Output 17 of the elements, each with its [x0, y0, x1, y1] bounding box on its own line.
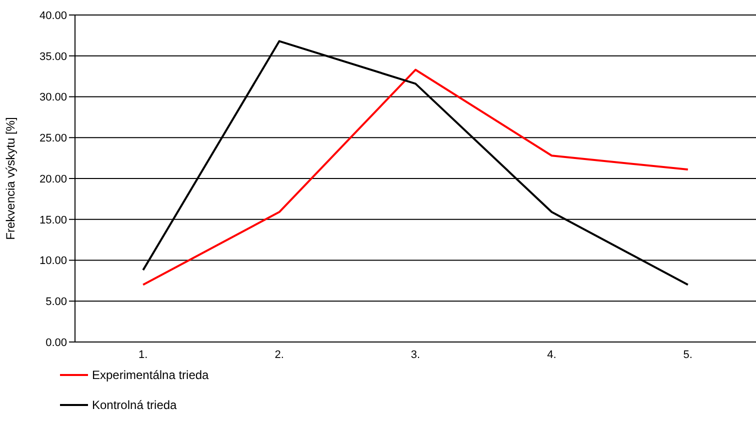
y-tick-label: 20.00 — [39, 173, 67, 186]
x-tick-label: 5. — [683, 348, 692, 361]
x-tick-label: 3. — [410, 348, 420, 361]
y-tick-label: 0.00 — [46, 336, 67, 349]
y-tick-label: 30.00 — [39, 92, 67, 104]
y-tick-label: 15.00 — [39, 214, 67, 226]
y-axis-title: Frekvencia výskytu [%] — [3, 117, 18, 240]
x-tick-label: 4. — [547, 348, 556, 361]
y-tick-label: 35.00 — [39, 50, 67, 63]
y-tick-label: 5.00 — [46, 296, 67, 308]
x-tick-label: 2. — [274, 348, 284, 361]
y-tick-label: 40.00 — [39, 10, 67, 22]
y-tick-label: 25.00 — [39, 132, 67, 145]
legend-label: Experimentálna trieda — [92, 368, 209, 382]
y-tick-label: 10.00 — [39, 255, 67, 268]
legend-label: Kontrolná trieda — [92, 398, 177, 412]
x-tick-label: 1. — [138, 348, 148, 361]
